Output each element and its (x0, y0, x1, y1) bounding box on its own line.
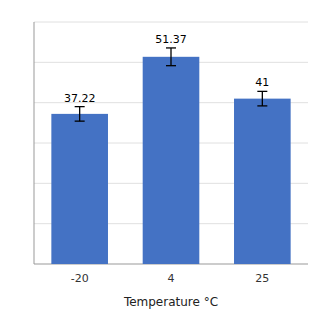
chart-container: 37.22 51.37 41 -20 4 25 Temperature °C (0, 0, 320, 320)
data-label: 37.22 (64, 92, 96, 105)
x-tick-label: 4 (168, 272, 175, 285)
error-bar (75, 107, 85, 122)
error-bar (257, 91, 267, 106)
bar (234, 99, 291, 264)
bar (143, 57, 200, 264)
y-axis-line (34, 22, 35, 264)
x-tick-label: -20 (71, 272, 89, 285)
bar (51, 114, 108, 264)
data-label: 41 (255, 76, 269, 89)
plot-area (51, 48, 290, 264)
x-tick-label: 25 (255, 272, 269, 285)
x-axis-label: Temperature °C (123, 295, 218, 309)
data-label: 51.37 (155, 33, 187, 46)
grid-line (34, 22, 308, 23)
error-bar (166, 48, 176, 66)
chart: 37.22 51.37 41 -20 4 25 Temperature °C (0, 0, 320, 320)
